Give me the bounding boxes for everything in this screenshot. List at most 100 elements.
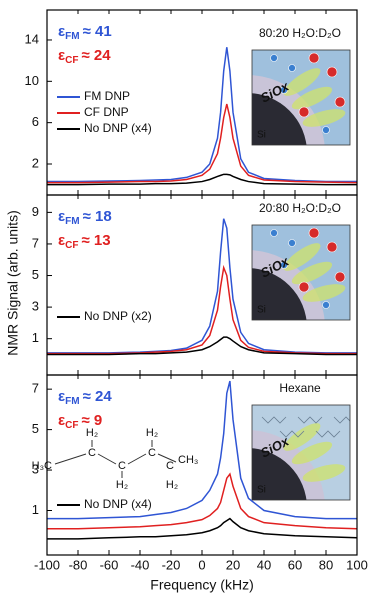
- legend-label: No DNP (x2): [84, 309, 152, 323]
- legend-label: No DNP (x4): [84, 121, 152, 135]
- subscript: CF: [65, 240, 78, 251]
- end-group: CH₃: [178, 454, 198, 466]
- series-line: [47, 336, 357, 356]
- epsilon-label: εFM ≈ 18: [58, 208, 112, 227]
- symbol: ε: [58, 47, 65, 64]
- carbon: C: [118, 460, 126, 472]
- inset-art: [252, 50, 350, 145]
- y-tick-label: 6: [32, 114, 39, 129]
- x-tick-label: 0: [198, 557, 205, 572]
- adsorbate-zone: [283, 423, 321, 451]
- hexane-molecule: [297, 416, 323, 424]
- symbol: ε: [58, 232, 65, 249]
- water-oxygen: [270, 54, 278, 62]
- silicon: [252, 448, 307, 500]
- inset-title: 80:20 H₂O:D₂O: [259, 26, 341, 40]
- y-tick-label: 7: [32, 235, 39, 250]
- y-tick-label: 5: [32, 267, 39, 282]
- legend-label: FM DNP: [84, 89, 130, 103]
- bonds: [54, 440, 177, 478]
- y-tick-label: 7: [32, 381, 39, 396]
- adsorbate-zone: [291, 86, 333, 110]
- x-tick-label: 80: [319, 557, 333, 572]
- series-line: [47, 472, 358, 530]
- subscript: FM: [65, 216, 79, 227]
- water-oxygen: [334, 271, 346, 283]
- x-tick-label: -40: [131, 557, 150, 572]
- inset-title: Hexane: [279, 381, 321, 395]
- y-tick-label: 1: [32, 502, 39, 517]
- hexane-molecule: [261, 416, 287, 424]
- subscript: CF: [65, 55, 78, 66]
- water-oxygen: [298, 106, 310, 118]
- adsorbate-zone: [283, 68, 321, 96]
- epsilon-label: εFM ≈ 24: [58, 388, 112, 407]
- hexane-molecule: [333, 416, 350, 424]
- inset-frame: [251, 224, 351, 321]
- series-line: [47, 47, 357, 183]
- x-tick-label: -80: [69, 557, 88, 572]
- legend-label: No DNP (x4): [84, 497, 152, 511]
- water-oxygen: [280, 86, 288, 94]
- x-axis-label: Frequency (kHz): [150, 577, 253, 593]
- substrate-label: Si: [257, 305, 266, 316]
- water-oxygen: [326, 241, 338, 253]
- x-tick-label: 40: [257, 557, 271, 572]
- water-oxygen: [280, 261, 288, 269]
- value: ≈ 24: [81, 47, 111, 64]
- water-oxygen: [334, 96, 346, 108]
- subscript: CF: [65, 420, 78, 431]
- silicon: [252, 268, 307, 320]
- end-group: H₃C: [32, 460, 52, 472]
- series-line: [47, 517, 358, 540]
- adsorbate-zone: [291, 441, 333, 465]
- epsilon-label: εCF ≈ 13: [58, 232, 111, 251]
- hexane-molecule: [279, 430, 305, 438]
- hydrogen: H₂: [86, 427, 98, 439]
- inset-art: [252, 405, 350, 500]
- subscript: FM: [65, 31, 79, 42]
- x-tick-label: -100: [34, 557, 60, 572]
- inset-frame: [251, 49, 351, 146]
- epsilon-label: εCF ≈ 24: [58, 47, 111, 66]
- epsilon-label: εCF ≈ 9: [58, 412, 102, 431]
- symbol: ε: [58, 412, 65, 429]
- plot-frame: [46, 374, 358, 556]
- legend-label: CF DNP: [84, 105, 129, 119]
- x-tick-label: 100: [346, 557, 368, 572]
- y-tick-label: 2: [32, 155, 39, 170]
- y-tick-label: 5: [32, 421, 39, 436]
- water-oxygen: [308, 52, 320, 64]
- water-oxygen: [288, 64, 296, 72]
- series-line: [47, 103, 358, 184]
- value: ≈ 24: [83, 388, 113, 405]
- y-tick-label: 14: [25, 31, 39, 46]
- x-tick-label: -20: [162, 557, 181, 572]
- adsorbate-zone: [291, 261, 333, 285]
- water-oxygen: [322, 301, 330, 309]
- y-tick-label: 9: [32, 204, 39, 219]
- hexane-molecule: [315, 430, 341, 438]
- adsorbate-zone: [302, 464, 346, 482]
- epsilon-label: εFM ≈ 41: [58, 23, 112, 42]
- y-tick-label: 10: [25, 73, 39, 88]
- value: ≈ 41: [83, 23, 112, 40]
- hydrogen: H₂: [166, 479, 178, 491]
- subscript: FM: [65, 396, 79, 407]
- value: ≈ 13: [81, 232, 110, 249]
- carbon: C: [88, 447, 96, 459]
- y-tick-label: 1: [32, 330, 39, 345]
- carbon: C: [148, 447, 156, 459]
- x-tick-label: 60: [288, 557, 302, 572]
- water-oxygen: [298, 281, 310, 293]
- water-oxygen: [288, 239, 296, 247]
- inset-title: 20:80 H₂O:D₂O: [259, 201, 341, 215]
- series-line: [47, 173, 357, 186]
- series-line: [47, 380, 357, 520]
- series-line: [47, 264, 357, 355]
- inset-frame: [251, 404, 351, 501]
- value: ≈ 9: [81, 412, 102, 429]
